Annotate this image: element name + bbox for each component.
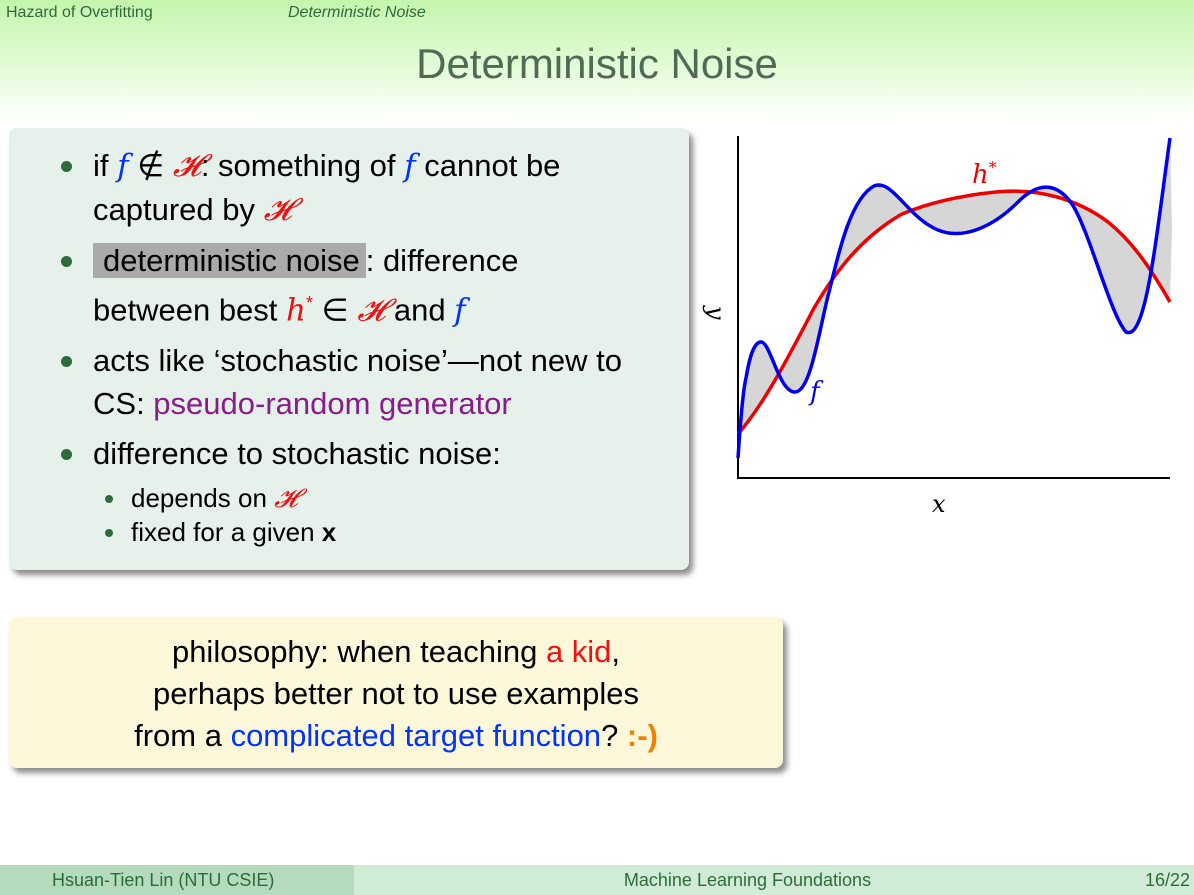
text: philosophy: when teaching (171, 634, 546, 669)
text: difference to stochastic noise: (93, 436, 501, 472)
sub-bullet-item: fixed for a given x (105, 516, 661, 549)
x-axis-label: x (932, 490, 946, 518)
smiley: :-) (626, 718, 658, 753)
footer-page-number: 16/22 (1141, 865, 1194, 895)
bullet-item: deterministic noise: difference between … (61, 239, 621, 332)
sub-bullet-list: depends on 𝓗 fixed for a given x (61, 482, 661, 549)
math-f: f (404, 148, 416, 184)
text: and (385, 292, 455, 328)
text: acts like ‘stochastic noise’—not new to … (93, 343, 622, 422)
bullet-item: if f ∉ 𝓗: something of f cannot be captu… (61, 144, 661, 232)
bullet-list: if f ∉ 𝓗: something of f cannot be captu… (61, 144, 661, 549)
h-star-label: h* (972, 158, 997, 190)
text: from a (134, 718, 231, 753)
y-axis-label: y (702, 305, 730, 320)
math-notin: ∉ (128, 148, 173, 183)
math-H: 𝓗 (263, 192, 292, 228)
nav-subsection[interactable]: Deterministic Noise (288, 4, 426, 21)
footer-course: Machine Learning Foundations (354, 865, 1141, 895)
h-star-curve (736, 189, 1172, 436)
math-f: f (117, 148, 129, 184)
note-line: from a complicated target function? :-) (9, 715, 783, 757)
f-curve (736, 137, 1172, 459)
nav-section[interactable]: Hazard of Overfitting (6, 4, 153, 21)
highlighted-term: deterministic noise (93, 243, 366, 278)
figure-svg: h* f x y (702, 136, 1172, 518)
math-H: 𝓗 (274, 484, 298, 515)
red-term: a kid (545, 634, 612, 669)
sub-bullet-item: depends on 𝓗 (105, 482, 661, 516)
blue-term: complicated target function (230, 718, 602, 753)
footer-author: Hsuan-Tien Lin (NTU CSIE) (0, 865, 354, 895)
text: fixed for a given (131, 517, 322, 548)
note-line: philosophy: when teaching a kid, (9, 631, 783, 673)
philosophy-note: philosophy: when teaching a kid, perhaps… (9, 617, 783, 768)
math-x-bold: x (321, 517, 337, 548)
math-in: ∈ (313, 292, 358, 328)
footer: Hsuan-Tien Lin (NTU CSIE) Machine Learni… (0, 865, 1194, 895)
math-H: 𝓗 (172, 148, 201, 184)
bullet-item: difference to stochastic noise: (61, 432, 661, 475)
f-label: f (808, 377, 824, 407)
noise-figure: h* f x y (696, 128, 1194, 528)
text: : something of (200, 148, 405, 183)
text: , (611, 634, 621, 669)
purple-term: pseudo-random generator (153, 386, 512, 422)
math-H: 𝓗 (357, 292, 386, 329)
note-line: perhaps better not to use examples (153, 676, 639, 711)
text: ? (601, 718, 627, 753)
text: cannot be captured by (93, 148, 561, 227)
text: if (93, 148, 118, 183)
page-title: Deterministic Noise (416, 40, 778, 87)
text: : difference between best (93, 243, 519, 328)
math-star: * (306, 293, 314, 313)
text: depends on (131, 483, 275, 514)
math-h: h (286, 292, 306, 329)
bullet-block: if f ∉ 𝓗: something of f cannot be captu… (9, 128, 689, 570)
bullet-item: acts like ‘stochastic noise’—not new to … (61, 339, 661, 425)
math-f: f (454, 292, 466, 329)
header-band (0, 0, 1194, 120)
noise-area (738, 138, 1172, 458)
